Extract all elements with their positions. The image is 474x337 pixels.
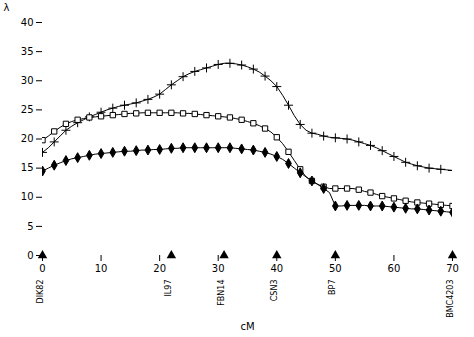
svg-text:35: 35 bbox=[21, 46, 34, 57]
svg-text:BP7: BP7 bbox=[328, 280, 337, 295]
svg-text:CSN3: CSN3 bbox=[270, 280, 279, 302]
svg-text:0: 0 bbox=[27, 250, 33, 261]
svg-text:0: 0 bbox=[39, 263, 45, 274]
svg-text:50: 50 bbox=[329, 263, 342, 274]
svg-text:25: 25 bbox=[21, 104, 34, 115]
svg-text:40: 40 bbox=[21, 17, 34, 28]
svg-text:cM: cM bbox=[240, 321, 254, 332]
svg-text:60: 60 bbox=[388, 263, 401, 274]
svg-text:5: 5 bbox=[27, 221, 33, 232]
svg-text:30: 30 bbox=[212, 263, 225, 274]
svg-text:20: 20 bbox=[153, 263, 166, 274]
svg-text:IL97: IL97 bbox=[164, 280, 173, 297]
svg-text:λ: λ bbox=[4, 2, 10, 13]
svg-text:10: 10 bbox=[21, 191, 34, 202]
svg-text:BMC4203: BMC4203 bbox=[446, 280, 455, 318]
svg-text:10: 10 bbox=[95, 263, 108, 274]
svg-text:70: 70 bbox=[446, 263, 459, 274]
svg-text:40: 40 bbox=[270, 263, 283, 274]
svg-text:DIK82: DIK82 bbox=[36, 280, 45, 304]
svg-text:FBN14: FBN14 bbox=[217, 280, 226, 306]
svg-text:20: 20 bbox=[21, 133, 34, 144]
svg-text:30: 30 bbox=[21, 75, 34, 86]
svg-text:15: 15 bbox=[21, 162, 34, 173]
